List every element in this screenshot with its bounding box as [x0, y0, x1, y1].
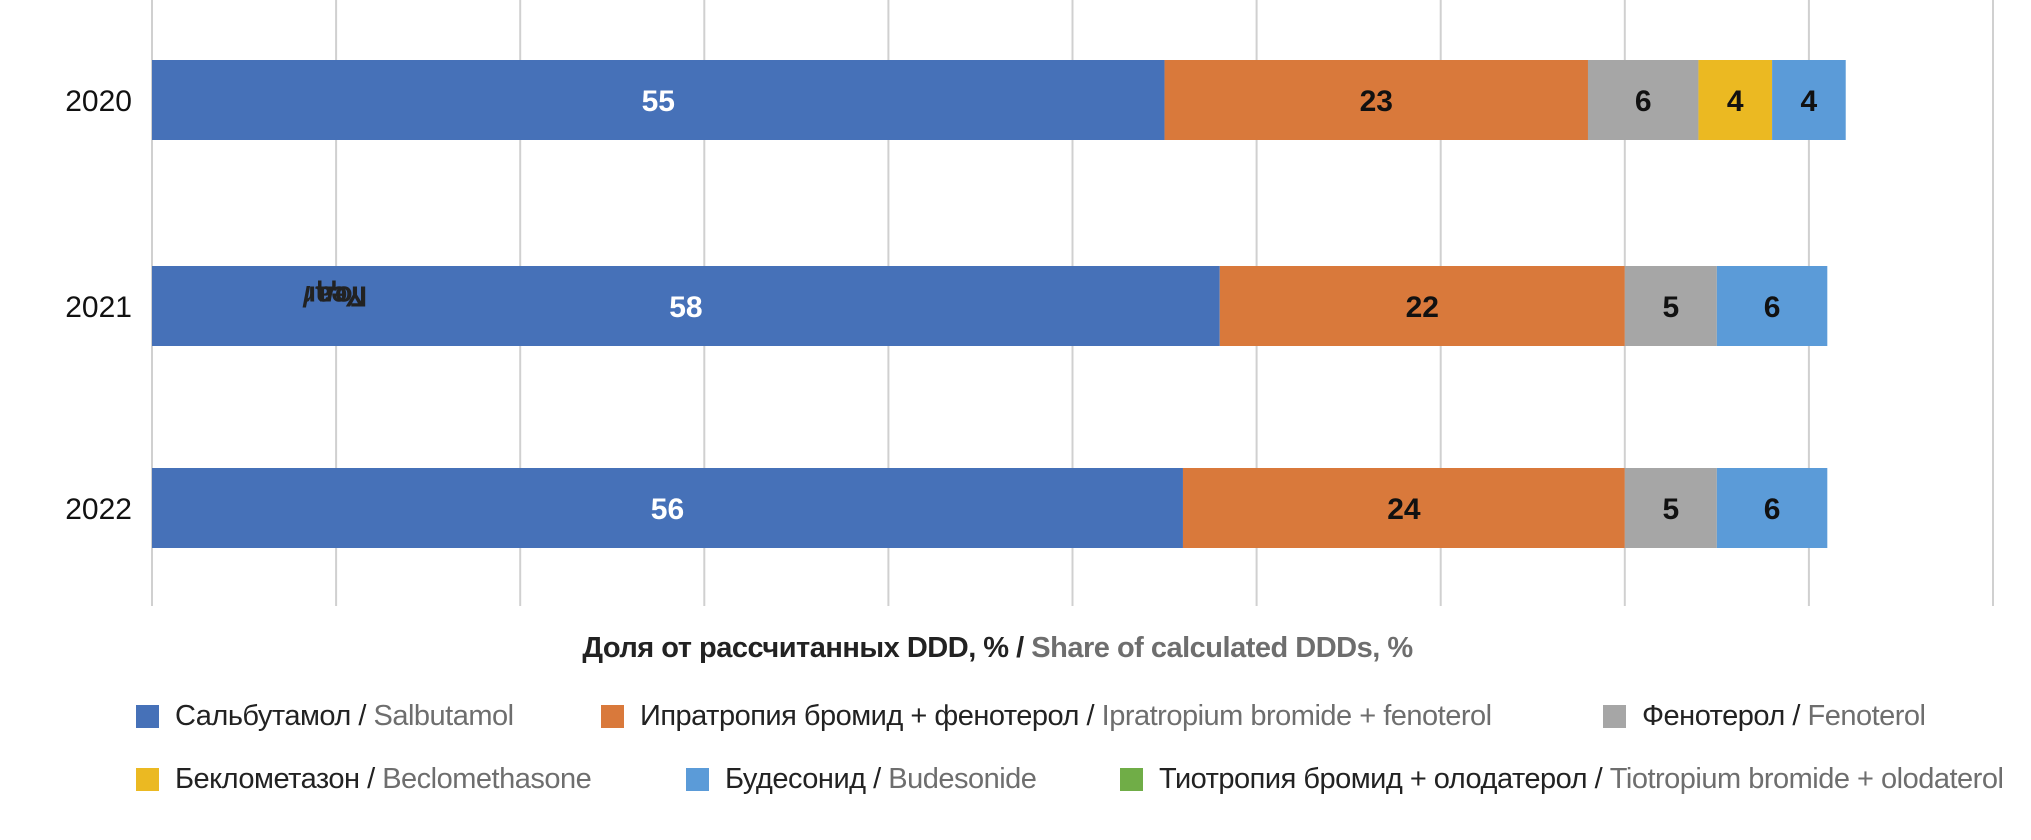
legend-label-en: Fenoterol [1807, 700, 1926, 732]
legend-item: Ипратропия бромид + фенотерол / Ipratrop… [601, 700, 1492, 733]
legend-item: Тиотропия бромид + олодатерол / Tiotropi… [1120, 763, 2004, 796]
legend-swatch [1603, 705, 1626, 728]
y-tick-label: 2022 [65, 493, 132, 526]
legend-label-en: Salbutamol [373, 700, 515, 732]
bar-segment [1219, 266, 1625, 346]
bar-segment [1182, 468, 1625, 548]
legend-label-ru: Тиотропия бромид + олодатерол / [1159, 763, 1610, 795]
y-axis-ticks: 2020 2021 2022 [65, 85, 132, 526]
bar-segment [1624, 266, 1717, 346]
bar-segment [1624, 468, 1717, 548]
bar-segment [1587, 60, 1699, 140]
legend-label-ru: Ипратропия бромид + фенотерол / [640, 700, 1102, 732]
legend-swatch [686, 768, 709, 791]
legend-label-en: Ipratropium bromide + fenoterol [1101, 700, 1492, 732]
legend-label-en: Budesonide [888, 763, 1037, 795]
y-axis-title: Год / Year [0, 0, 367, 840]
bar-segment [152, 266, 1220, 346]
legend-item: Сальбутамол / Salbutamol [136, 700, 514, 733]
data-labels: 55 23 6 4 458 22 5 656 24 5 6 [642, 85, 1818, 526]
bar-segment [152, 60, 1165, 140]
legend-swatch [601, 705, 624, 728]
legend-label-en: Tiotropium bromide + olodaterol [1609, 763, 2004, 795]
y-tick-label: 2021 [65, 291, 132, 324]
x-axis-title: Доля от рассчитанных DDD, % / Share of c… [0, 632, 1995, 665]
data-label: 22 [1406, 291, 1439, 324]
x-axis-title-en: Share of calculated DDDs, % [1031, 632, 1413, 664]
data-label: 56 [651, 493, 684, 526]
legend-label-ru: Будесонид / [725, 763, 889, 795]
legend-item: Будесонид / Budesonide [686, 763, 1037, 796]
bars [152, 60, 1846, 548]
legend-swatch [136, 768, 159, 791]
data-label: 5 [1662, 291, 1679, 324]
legend-swatch [136, 705, 159, 728]
data-label: 5 [1662, 493, 1679, 526]
x-axis-title-ru: Доля от рассчитанных DDD, % / [582, 632, 1024, 664]
y-axis-title-en: Year [305, 279, 365, 312]
data-label: 58 [669, 291, 702, 324]
y-tick-label: 2020 [65, 85, 132, 118]
bar-segment [152, 468, 1183, 548]
legend-label-ru: Фенотерол / [1642, 700, 1808, 732]
data-label: 24 [1387, 493, 1421, 526]
legend-label-ru: Сальбутамол / [175, 700, 374, 732]
data-label: 6 [1635, 85, 1652, 118]
legend-item: Беклометазон / Beclomethasone [136, 763, 592, 796]
data-label: 4 [1727, 85, 1744, 118]
legend-label-en: Beclomethasone [382, 763, 592, 795]
legend-swatch [1120, 768, 1143, 791]
bar-segment [1716, 266, 1828, 346]
bar-segment [1164, 60, 1588, 140]
data-label: 6 [1764, 291, 1781, 324]
legend-item: Фенотерол / Fenoterol [1603, 700, 1926, 733]
data-label: 4 [1801, 85, 1818, 118]
legend-label-ru: Беклометазон / [175, 763, 383, 795]
data-label: 23 [1360, 85, 1393, 118]
bar-segment [1772, 60, 1846, 140]
data-label: 6 [1764, 493, 1781, 526]
data-label: 55 [642, 85, 675, 118]
bar-segment [1698, 60, 1773, 140]
bar-segment [1716, 468, 1828, 548]
